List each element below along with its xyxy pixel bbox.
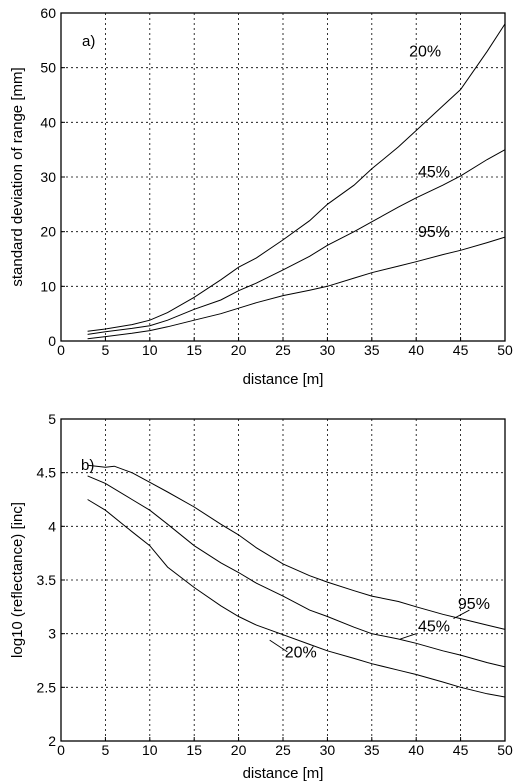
- x-axis-label: distance [m]: [243, 371, 324, 388]
- x-tick-label: 40: [408, 342, 424, 358]
- x-tick-label: 0: [57, 742, 65, 758]
- label-leader-line: [400, 633, 417, 640]
- x-tick-label: 50: [497, 342, 513, 358]
- panel-label: a): [82, 33, 95, 50]
- x-tick-label: 25: [275, 342, 291, 358]
- x-tick-label: 35: [364, 342, 380, 358]
- x-tick-label: 25: [275, 742, 291, 758]
- y-tick-label: 0: [48, 333, 56, 349]
- x-tick-label: 15: [186, 742, 202, 758]
- series-label: 20%: [409, 44, 441, 61]
- y-tick-label: 20: [40, 224, 56, 240]
- chart-panel-a: 0 5 10 15 20 25 30 35 40 45 50 0 10 20 30 40 50 60 distanc…: [9, 5, 513, 388]
- y-tick-label: 5: [48, 411, 56, 427]
- series-label: 20%: [285, 644, 317, 661]
- series-line-45pct: [87, 149, 506, 335]
- series-label: 45%: [418, 619, 450, 636]
- y-tick-label: 40: [40, 114, 56, 130]
- x-tick-label: 20: [231, 342, 247, 358]
- y-tick-label: 2: [48, 733, 56, 749]
- series-line-45pct: [87, 475, 506, 668]
- label-leader-line: [269, 639, 288, 653]
- y-tick-label: 4: [48, 518, 56, 534]
- y-tick-label: 30: [40, 169, 56, 185]
- x-tick-label: 10: [142, 742, 158, 758]
- series-label: 95%: [458, 596, 490, 613]
- x-tick-label: 45: [453, 742, 469, 758]
- series-line-95pct: [87, 236, 506, 340]
- x-tick-label: 0: [57, 342, 65, 358]
- x-tick-label: 5: [102, 342, 110, 358]
- series-label: 45%: [418, 164, 450, 181]
- x-tick-label: 30: [320, 342, 336, 358]
- series-label: 95%: [418, 224, 450, 241]
- x-tick-label: 15: [186, 342, 202, 358]
- y-tick-label: 60: [40, 5, 56, 21]
- x-tick-label: 35: [364, 742, 380, 758]
- series-line-20pct: [87, 499, 506, 698]
- y-tick-label: 50: [40, 60, 56, 76]
- x-tick-label: 20: [231, 742, 247, 758]
- y-axis-label: standard deviation of range [mm]: [9, 67, 26, 286]
- x-tick-label: 10: [142, 342, 158, 358]
- series-line-20pct: [87, 23, 506, 332]
- x-tick-label: 40: [408, 742, 424, 758]
- y-axis-label: log10 (reflectance) [inc]: [9, 502, 26, 658]
- y-tick-label: 10: [40, 278, 56, 294]
- y-tick-label: 2.5: [37, 679, 57, 695]
- y-tick-label: 3: [48, 626, 56, 642]
- x-tick-label: 50: [497, 742, 513, 758]
- x-axis-label: distance [m]: [243, 765, 324, 782]
- y-tick-label: 3.5: [37, 572, 57, 588]
- chart-panel-b: 0 5 10 15 20 25 30 35 40 45 50 2 2.5 3 3.5 4 4.5 5 distanc…: [9, 411, 513, 782]
- x-tick-label: 45: [453, 342, 469, 358]
- x-tick-label: 30: [320, 742, 336, 758]
- y-tick-label: 4.5: [37, 465, 57, 481]
- series-line-95pct: [87, 464, 506, 630]
- x-tick-label: 5: [102, 742, 110, 758]
- label-leader-line: [453, 609, 470, 620]
